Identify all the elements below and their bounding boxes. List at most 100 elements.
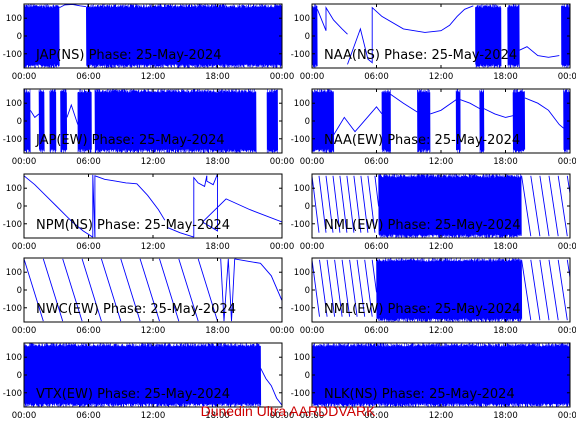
series-line [201,174,282,232]
series-line [166,226,194,238]
y-tick-label: 0 [17,117,22,127]
x-tick-label: 12:00 [429,157,454,167]
x-tick-label: 12:00 [429,411,454,421]
x-tick-label: 06:00 [364,72,389,82]
y-tick-label: 0 [305,286,310,296]
x-tick-label: 06:00 [76,326,101,336]
y-tick-label: 100 [6,14,22,24]
series-line [312,259,377,317]
series-line [24,258,218,322]
x-tick-label: 06:00 [76,411,101,421]
y-tick-label: -100 [3,220,22,230]
panel-title: NML(EW) Phase: 25-May-2024 [324,218,521,233]
y-tick-label: 100 [294,99,310,109]
panel-title: NML(EW) Phase: 25-May-2024 [324,302,521,317]
y-tick-label: 0 [305,202,310,212]
x-tick-label: 00:00 [300,326,325,336]
series-line [312,175,380,233]
chart-panel: 100 0 -100 00:00 06:00 12:00 18:00 00:00 NAA(NS)… [291,3,576,82]
x-tick-label: 00:00 [12,72,37,82]
y-tick-label: 100 [294,14,310,24]
plot-area [312,258,570,322]
x-tick-label: 12:00 [429,72,454,82]
y-tick-label: -100 [3,50,22,60]
series-line [92,174,96,238]
panel-title: VTX(EW) Phase: 25-May-2024 [36,387,230,402]
x-tick-label: 00:00 [300,411,325,421]
y-tick-label: 0 [305,32,310,42]
panel-title: NAA(NS) Phase: 25-May-2024 [324,48,517,63]
y-tick-label: 100 [294,353,310,363]
x-tick-label: 12:00 [429,242,454,252]
footer-label: Dunedin Ultra AARDDVARK [200,403,376,419]
series-line [24,175,94,238]
series-line [94,175,166,238]
x-tick-label: 00:00 [558,411,576,421]
series-line [460,99,480,109]
series-line [193,175,208,238]
x-tick-label: 12:00 [141,157,166,167]
chart-panel: 100 0 -100 00:00 06:00 12:00 18:00 00:00 JAP(NS)… [3,3,295,82]
series-line [519,46,560,58]
x-tick-label: 18:00 [205,411,230,421]
panel-title: JAP(NS) Phase: 25-May-2024 [35,48,222,63]
series-line [521,175,570,237]
x-tick-label: 00:00 [300,72,325,82]
x-tick-label: 06:00 [364,326,389,336]
series-line [430,99,457,115]
chart-panel: 100 0 -100 00:00 06:00 12:00 18:00 00:00 NML(EW)… [291,173,576,252]
x-tick-label: 12:00 [141,326,166,336]
chart-panel: 100 0 -100 00:00 06:00 12:00 18:00 00:00 VTX(EW)… [3,342,295,421]
x-tick-label: 18:00 [205,242,230,252]
plot-area [312,89,570,153]
x-tick-label: 00:00 [270,242,295,252]
chart-panel: 100 0 -100 00:00 06:00 12:00 18:00 00:00 JAP(EW)… [3,88,294,167]
y-tick-label: -100 [3,304,22,314]
y-tick-label: -100 [291,304,310,314]
y-tick-label: -100 [291,220,310,230]
x-tick-label: 06:00 [364,242,389,252]
x-tick-label: 00:00 [12,242,37,252]
x-tick-label: 06:00 [364,411,389,421]
plot-area [24,174,282,238]
y-tick-label: 100 [294,268,310,278]
x-tick-label: 00:00 [300,157,325,167]
y-tick-label: -100 [291,389,310,399]
chart-panel: 100 0 -100 00:00 06:00 12:00 18:00 00:00 NAA(EW)… [291,88,576,167]
panel-title: NAA(EW) Phase: 25-May-2024 [324,133,520,148]
y-tick-label: 100 [6,353,22,363]
x-tick-label: 12:00 [141,411,166,421]
x-tick-label: 06:00 [364,157,389,167]
x-tick-label: 18:00 [205,72,230,82]
x-tick-label: 12:00 [429,326,454,336]
x-tick-label: 00:00 [270,72,295,82]
x-tick-label: 00:00 [270,326,295,336]
y-tick-label: 0 [17,286,22,296]
series-line [347,5,474,65]
series-line [333,106,383,136]
x-tick-label: 00:00 [270,411,295,421]
y-tick-label: 100 [6,99,22,109]
y-tick-label: -100 [291,135,310,145]
x-tick-label: 00:00 [558,242,576,252]
panel-title: NWC(EW) Phase: 25-May-2024 [36,302,236,317]
x-tick-label: 06:00 [76,242,101,252]
x-tick-label: 18:00 [493,72,518,82]
series-line [30,110,40,119]
series-line [234,258,282,301]
x-tick-label: 00:00 [12,326,37,336]
chart-panel: 100 0 -100 00:00 06:00 12:00 18:00 00:00 NPM(NS)… [3,173,295,252]
x-tick-label: 00:00 [12,157,37,167]
series-line [521,259,570,321]
y-tick-label: 100 [294,184,310,194]
x-tick-label: 18:00 [493,411,518,421]
x-tick-label: 00:00 [558,72,576,82]
y-tick-label: 0 [17,202,22,212]
series-line [206,174,218,186]
series-line [220,258,236,322]
chart-panel: 100 0 -100 00:00 06:00 12:00 18:00 00:00 NWC(EW)… [3,257,295,336]
y-tick-label: 100 [6,184,22,194]
x-tick-label: 00:00 [12,411,37,421]
y-tick-label: -100 [3,389,22,399]
